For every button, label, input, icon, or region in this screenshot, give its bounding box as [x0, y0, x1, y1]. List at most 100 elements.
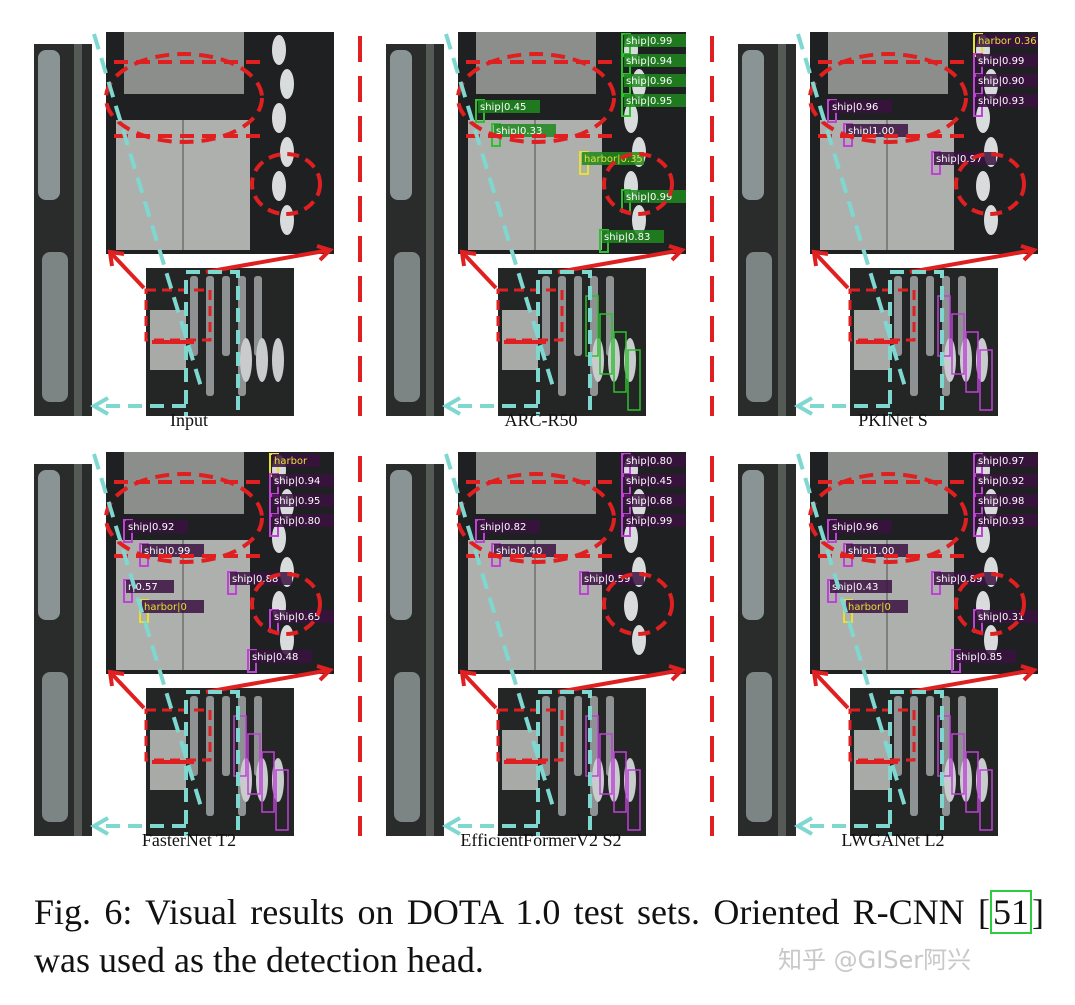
vessel-shape	[38, 50, 60, 200]
zoom-region-ellipse	[250, 152, 322, 216]
detection-label: ship|0.40	[496, 546, 542, 557]
ship-shape	[894, 696, 902, 776]
detection-label: ship|0.94	[626, 56, 672, 67]
detection-label: ship|0.59	[584, 574, 630, 585]
ship-shape	[256, 338, 268, 382]
detection-label: ship|0.83	[604, 232, 650, 243]
vessel-shape	[746, 672, 772, 822]
detection-label-bg	[954, 650, 1016, 663]
zoom-arrow	[108, 670, 146, 710]
guide-arrow-head	[441, 816, 461, 836]
zoom-arrow-head	[668, 664, 686, 682]
detection-label-bg	[142, 600, 204, 613]
ship-shape	[592, 338, 604, 382]
vessel-shape	[38, 470, 60, 620]
detection-label: ship|0.96	[626, 76, 672, 87]
panel-image: harbor ship|0.94 ship|0.95 ship|0.92 ship|0.…	[34, 452, 334, 836]
caption-suffix: ] was used as the detection head.	[34, 892, 1044, 980]
ship-shape	[558, 696, 566, 816]
ship-shape	[542, 276, 550, 356]
ship-shape	[624, 523, 638, 553]
panel-label: EfficientFormerV2 S2	[460, 830, 622, 850]
vessel-shape	[394, 672, 420, 822]
guide-dashed-box	[184, 690, 240, 836]
detection-box	[951, 313, 965, 375]
zoom-arrow-head	[811, 249, 829, 267]
detection-label: ship|0.99	[626, 36, 672, 47]
ship-shape	[926, 696, 934, 776]
ship-shape	[976, 171, 990, 201]
panel-image: harbor 0.36 ship|0.99 ship|0.90 ship|0.96 sh…	[738, 32, 1038, 416]
detection-label: ship|0.80	[626, 456, 672, 467]
ship-shape	[280, 137, 294, 167]
pier-shape	[778, 44, 786, 416]
detection-label: ship|1.00	[848, 126, 894, 137]
ship-shape	[624, 758, 636, 802]
detection-label-bg	[126, 580, 174, 593]
detection-label: ship|0.45	[480, 102, 526, 113]
detection-label-bg	[624, 34, 686, 47]
detection-label: ship|0.82	[480, 522, 526, 533]
zoom-arrow-head	[668, 244, 686, 262]
panel-arc: ship|0.99 ship|0.94 ship|0.96 ship|0.45 ship…	[386, 32, 726, 452]
ship-shape	[190, 276, 198, 356]
pier-shape	[778, 464, 786, 836]
guide-dashed-box	[536, 270, 592, 416]
guide-dashed-box	[888, 690, 944, 836]
zoom-region-ellipse	[602, 572, 674, 636]
zoom-arrow	[460, 670, 498, 710]
detection-label-bg	[272, 474, 334, 487]
detection-box	[275, 769, 289, 831]
detection-label-bg	[830, 520, 892, 533]
detection-label-bg	[494, 544, 556, 557]
caption-citation[interactable]: 51	[990, 890, 1032, 934]
detection-label-bg	[624, 514, 686, 527]
zoom-region-ellipse	[456, 472, 616, 564]
detection-label-bg	[272, 494, 334, 507]
detection-label-bg	[624, 474, 686, 487]
ship-shape	[624, 338, 636, 382]
detection-label-bg	[272, 514, 334, 527]
watermark: 知乎 @GISer阿兴	[778, 946, 972, 974]
detection-label: ship|0.92	[978, 476, 1024, 487]
detection-label: harbor	[274, 456, 308, 467]
detection-label: ship|0.92	[128, 522, 174, 533]
detection-label: ship|0.65	[274, 612, 320, 623]
detection-label-bg	[976, 474, 1038, 487]
detection-label-bg	[624, 454, 686, 467]
ship-shape	[944, 338, 956, 382]
panel-image: ship|0.99 ship|0.94 ship|0.96 ship|0.45 ship…	[386, 32, 686, 416]
ship-shape	[280, 205, 294, 235]
zoom-arrow-head	[107, 669, 125, 687]
detection-label: ship|0.80	[274, 516, 320, 527]
detection-label: ship|0.95	[626, 96, 672, 107]
panel-efficientformer: ship|0.80 ship|0.45 ship|0.68 ship|0.82 ship…	[386, 452, 726, 872]
zoom-arrow-head	[1020, 664, 1038, 682]
detection-label: ship|0.97	[936, 154, 982, 165]
detection-label: harbor|0	[144, 602, 187, 613]
vessel-shape	[390, 50, 412, 200]
ship-shape	[272, 758, 284, 802]
ship-shape	[254, 276, 262, 356]
ship-shape	[240, 338, 252, 382]
detection-label-bg	[602, 230, 664, 243]
detection-box	[979, 349, 993, 411]
detection-label: ship|0.95	[274, 496, 320, 507]
panel-label: ARC-R50	[504, 410, 578, 430]
zoom-arrow	[205, 668, 331, 694]
ship-shape	[558, 276, 566, 396]
zoom-arrow	[909, 248, 1035, 274]
detection-box	[951, 733, 965, 795]
guide-dashed-box	[536, 690, 592, 836]
column-separator	[358, 36, 362, 416]
detection-label-bg	[126, 520, 188, 533]
pier-shape	[426, 44, 434, 416]
detection-label: ship|0.48	[252, 652, 298, 663]
ship-shape	[976, 523, 990, 553]
zoom-arrow-head	[811, 669, 829, 687]
detection-label: ship|0.97	[978, 456, 1024, 467]
ship-shape	[272, 523, 286, 553]
zoom-arrow	[557, 668, 683, 694]
zoom-arrow	[812, 250, 850, 290]
detection-box	[599, 313, 613, 375]
